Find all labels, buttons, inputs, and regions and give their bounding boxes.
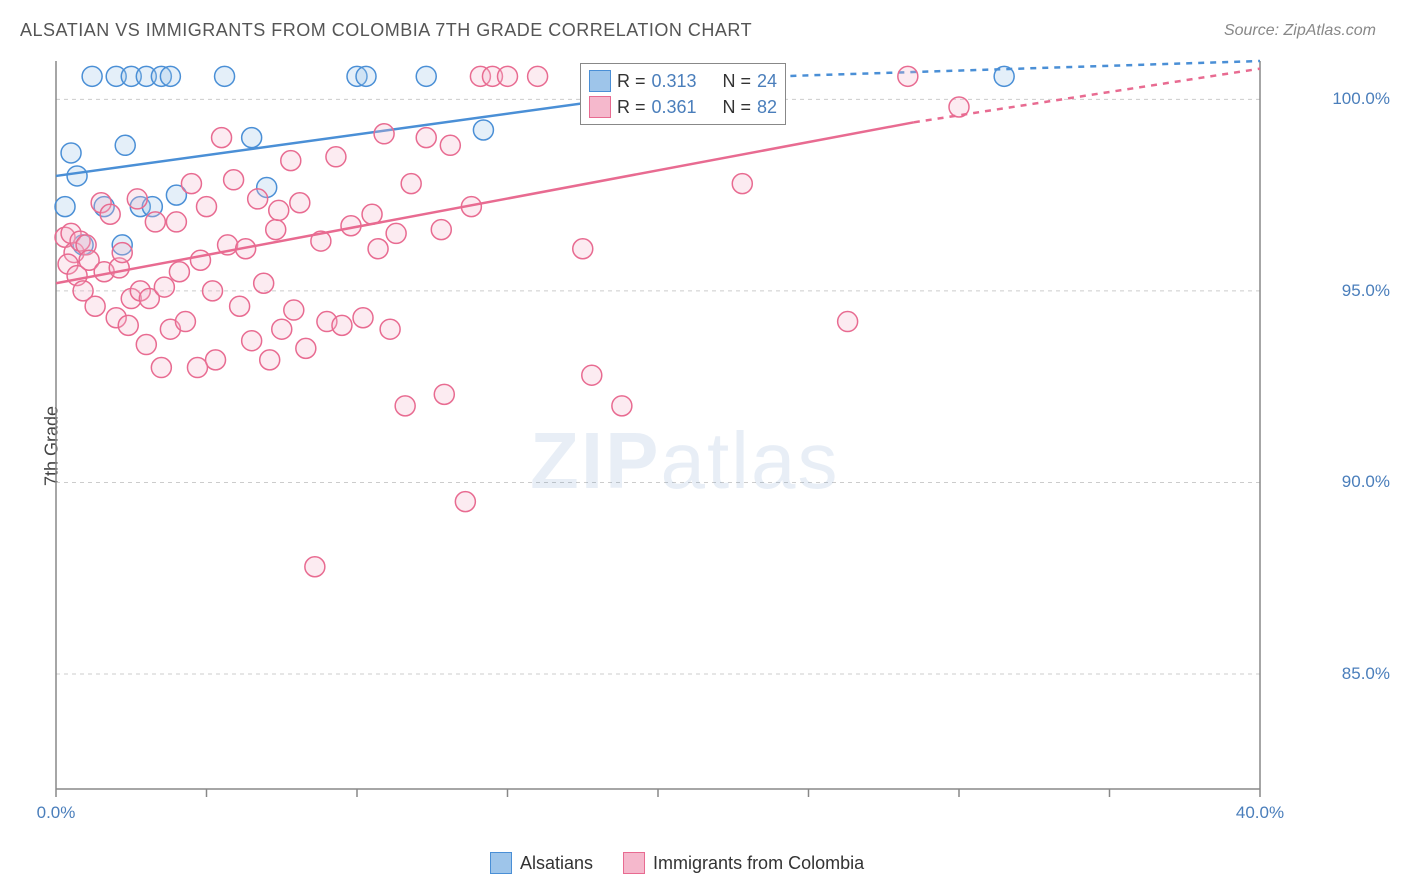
legend-swatch	[589, 96, 611, 118]
legend-series-label: Immigrants from Colombia	[653, 853, 864, 874]
x-tick-label: 0.0%	[37, 803, 76, 823]
legend-n-label: N =	[723, 71, 752, 92]
legend-swatch	[490, 852, 512, 874]
legend-correlation-row: R = 0.313 N =24	[589, 68, 777, 94]
chart-svg	[50, 55, 1330, 825]
plot-area: ZIPatlas R =0.313N =24R =0.361N =82 85.0…	[50, 55, 1330, 825]
legend-r-value: 0.313	[652, 71, 707, 92]
legend-r-label: R =	[617, 71, 646, 92]
legend-r-value: 0.361	[652, 97, 707, 118]
legend-swatch	[623, 852, 645, 874]
y-tick-label: 85.0%	[1342, 664, 1390, 684]
legend-series-item: Alsatians	[490, 852, 593, 874]
source-label: Source: ZipAtlas.com	[1224, 22, 1376, 40]
legend-n-value: 82	[757, 97, 777, 118]
legend-r-label: R =	[617, 97, 646, 118]
chart-title: ALSATIAN VS IMMIGRANTS FROM COLOMBIA 7TH…	[20, 20, 752, 41]
y-tick-label: 95.0%	[1342, 281, 1390, 301]
y-tick-label: 90.0%	[1342, 472, 1390, 492]
series-legend: Alsatians Immigrants from Colombia	[490, 852, 864, 874]
legend-series-item: Immigrants from Colombia	[623, 852, 864, 874]
legend-n-label: N =	[723, 97, 752, 118]
legend-swatch	[589, 70, 611, 92]
legend-series-label: Alsatians	[520, 853, 593, 874]
x-tick-label: 40.0%	[1236, 803, 1284, 823]
legend-n-value: 24	[757, 71, 777, 92]
correlation-legend: R = 0.313 N =24 R = 0.361 N =82	[580, 63, 786, 125]
legend-correlation-row: R = 0.361 N =82	[589, 94, 777, 120]
y-tick-label: 100.0%	[1332, 89, 1390, 109]
chart-container: ALSATIAN VS IMMIGRANTS FROM COLOMBIA 7TH…	[0, 0, 1406, 892]
